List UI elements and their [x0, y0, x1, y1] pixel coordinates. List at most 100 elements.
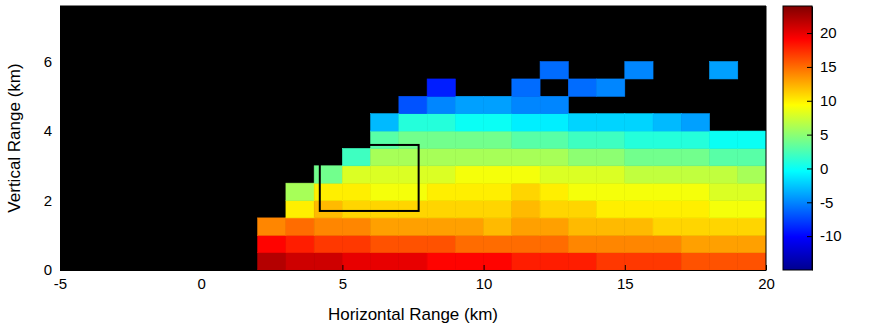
tick-label: 10	[476, 275, 493, 292]
heatmap-cell	[540, 201, 568, 218]
heatmap-cell	[286, 183, 314, 200]
heatmap-cell	[455, 114, 483, 131]
tick-label: 0	[44, 261, 52, 278]
heatmap-cell	[371, 253, 399, 270]
heatmap-cell	[342, 201, 370, 218]
heatmap-cell	[597, 166, 625, 183]
heatmap-cell	[342, 253, 370, 270]
heatmap-cell	[653, 201, 681, 218]
heatmap-cell	[399, 218, 427, 235]
heatmap-cell	[371, 235, 399, 252]
heatmap-cell	[625, 253, 653, 270]
heatmap-cell	[258, 235, 286, 252]
heatmap-cell	[512, 218, 540, 235]
heatmap-cell	[625, 62, 653, 79]
heatmap-cell	[399, 96, 427, 113]
heatmap-cell	[427, 96, 455, 113]
heatmap-cell	[738, 183, 766, 200]
heatmap-cell	[738, 148, 766, 165]
heatmap-cell	[314, 166, 342, 183]
tick-mark	[342, 265, 343, 270]
heatmap-cell	[484, 131, 512, 148]
heatmap-cell	[484, 235, 512, 252]
heatmap-cell	[568, 79, 596, 96]
tick-label: 4	[44, 122, 52, 139]
heatmap-cell	[314, 201, 342, 218]
heatmap-cell	[653, 253, 681, 270]
heatmap-cell	[427, 201, 455, 218]
tick-mark	[807, 135, 812, 136]
heatmap-cell	[286, 201, 314, 218]
heatmap-cell	[342, 235, 370, 252]
heatmap-cell	[738, 131, 766, 148]
frame-right	[766, 6, 767, 270]
tick-label: 15	[617, 275, 634, 292]
axis-line	[60, 7, 61, 271]
tick-mark	[625, 265, 626, 270]
heatmap-cell	[399, 201, 427, 218]
tick-label: 15	[820, 58, 837, 75]
heatmap-cell	[681, 166, 709, 183]
heatmap-cell	[286, 253, 314, 270]
heatmap-cell	[625, 148, 653, 165]
heatmap-cell	[710, 235, 738, 252]
heatmap-cell	[540, 114, 568, 131]
tick-label: 5	[820, 126, 828, 143]
heatmap-cell	[597, 79, 625, 96]
heatmap-cell	[540, 62, 568, 79]
heatmap-cell	[484, 183, 512, 200]
heatmap-cell	[314, 183, 342, 200]
tick-mark	[807, 168, 812, 169]
heatmap-cell	[597, 148, 625, 165]
heatmap-cell	[399, 235, 427, 252]
heatmap-cell	[512, 183, 540, 200]
heatmap-cell	[681, 148, 709, 165]
heatmap-cell	[568, 131, 596, 148]
heatmap-cell	[625, 114, 653, 131]
tick-label: 5	[339, 275, 347, 292]
heatmap-cell	[597, 201, 625, 218]
heatmap-cell	[568, 114, 596, 131]
tick-mark	[807, 67, 812, 68]
heatmap-cell	[597, 235, 625, 252]
heatmap-cell	[342, 148, 370, 165]
heatmap-cell	[625, 183, 653, 200]
heatmap-cell	[399, 183, 427, 200]
tick: 0	[198, 265, 206, 292]
colorbar	[783, 6, 812, 270]
frame-top	[60, 6, 766, 7]
tick-label: 0	[198, 275, 206, 292]
tick-mark	[807, 202, 812, 203]
tick-label: -5	[54, 275, 67, 292]
plot-background	[60, 6, 766, 270]
annotation-box	[320, 145, 419, 211]
heatmap-cell	[597, 131, 625, 148]
heatmap-cell	[399, 253, 427, 270]
heatmap-cell	[314, 235, 342, 252]
tick: 6	[44, 53, 65, 70]
heatmap-cell	[738, 253, 766, 270]
heatmap-cell	[540, 148, 568, 165]
heatmap-cell	[597, 114, 625, 131]
heatmap-cell	[597, 218, 625, 235]
tick-label: 2	[44, 192, 52, 209]
tick-label: 20	[758, 275, 775, 292]
heatmap-cell	[681, 201, 709, 218]
colorbar-axis: -10-505101520	[807, 7, 842, 271]
heatmap-cell	[286, 218, 314, 235]
tick-mark	[201, 265, 202, 270]
heatmap-cell	[540, 218, 568, 235]
heatmap-cell	[681, 183, 709, 200]
heatmap-cell	[371, 183, 399, 200]
tick: 10	[476, 265, 493, 292]
heatmap-cell	[653, 148, 681, 165]
heatmap-cell	[399, 114, 427, 131]
axis-line	[61, 270, 767, 271]
heatmap-cells	[258, 62, 766, 270]
heatmap-cell	[710, 183, 738, 200]
heatmap-cell	[342, 218, 370, 235]
heatmap-cell	[455, 131, 483, 148]
heatmap-cell	[512, 201, 540, 218]
tick-label: 0	[820, 160, 828, 177]
heatmap-cell	[597, 253, 625, 270]
